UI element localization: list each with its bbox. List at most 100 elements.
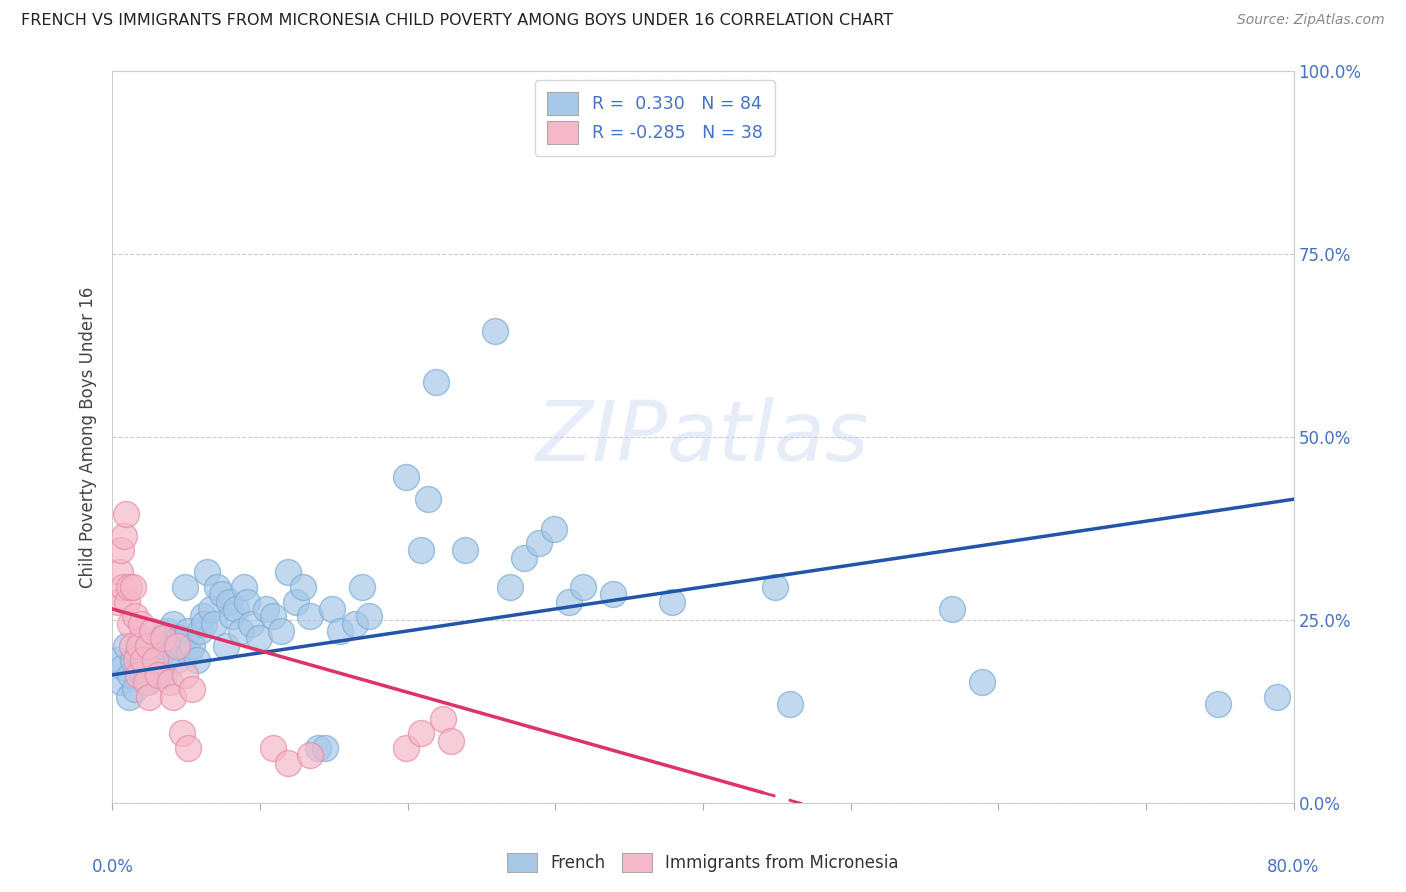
Point [114,507,136,521]
Point [177,624,200,638]
Point [181,639,204,653]
Point [193,616,215,631]
Point [143,646,166,660]
Point [395,740,418,755]
Point [159,675,181,690]
Point [439,733,461,747]
Point [107,594,129,608]
Point [200,602,222,616]
Point [110,675,132,690]
Point [1206,697,1229,711]
Point [127,646,149,660]
Point [162,616,184,631]
Point [314,740,336,755]
Point [148,667,170,681]
Point [763,580,786,594]
Point [418,492,440,507]
Point [132,653,155,667]
Point [136,675,159,690]
Point [124,682,146,697]
Point [148,653,170,667]
Point [186,653,208,667]
Point [111,660,134,674]
Point [121,639,143,653]
Point [425,376,447,390]
Point [247,632,270,646]
Point [218,594,240,608]
Point [179,646,201,660]
Point [173,580,195,594]
Point [779,697,801,711]
Point [254,602,277,616]
Point [543,521,565,535]
Point [135,675,157,690]
Point [329,624,352,638]
Point [236,594,259,608]
Point [118,690,141,704]
Point [527,536,550,550]
Point [122,580,145,594]
Point [114,639,136,653]
Point [221,609,243,624]
Point [1354,155,1376,169]
Text: Source: ZipAtlas.com: Source: ZipAtlas.com [1237,13,1385,28]
Point [141,624,163,638]
Point [128,639,150,653]
Point [120,667,142,681]
Point [166,639,188,653]
Point [307,740,329,755]
Point [661,594,683,608]
Point [395,470,418,484]
Point [277,566,299,580]
Point [270,624,292,638]
Point [211,587,233,601]
Point [299,609,322,624]
Point [409,543,432,558]
Point [170,726,193,740]
Point [110,543,132,558]
Point [159,639,181,653]
Point [202,616,225,631]
Point [409,726,432,740]
Point [166,653,188,667]
Point [170,639,193,653]
Point [167,632,190,646]
Point [122,653,145,667]
Point [125,653,148,667]
Point [207,580,229,594]
Point [343,616,366,631]
Point [118,580,141,594]
Point [602,587,624,601]
Point [970,675,993,690]
Point [484,324,506,338]
Point [262,740,284,755]
Point [191,609,214,624]
Point [181,682,204,697]
Point [138,639,160,653]
Point [513,550,536,565]
Point [277,756,299,770]
Point [129,616,152,631]
Point [156,624,179,638]
Point [127,667,149,681]
Point [107,653,129,667]
Point [141,660,163,674]
Point [232,580,254,594]
Point [149,632,172,646]
Point [132,667,155,681]
Point [112,529,135,543]
Point [240,616,263,631]
Point [120,616,142,631]
Text: FRENCH VS IMMIGRANTS FROM MICRONESIA CHILD POVERTY AMONG BOYS UNDER 16 CORRELATI: FRENCH VS IMMIGRANTS FROM MICRONESIA CHI… [21,13,893,29]
Point [143,653,166,667]
Text: ZIPatlas: ZIPatlas [536,397,870,477]
Point [117,594,138,608]
Point [165,646,187,660]
Legend: French, Immigrants from Micronesia: French, Immigrants from Micronesia [501,846,905,879]
Point [135,653,157,667]
Point [111,580,134,594]
Point [299,748,322,763]
Point [177,740,200,755]
Point [108,566,131,580]
Point [432,712,454,726]
